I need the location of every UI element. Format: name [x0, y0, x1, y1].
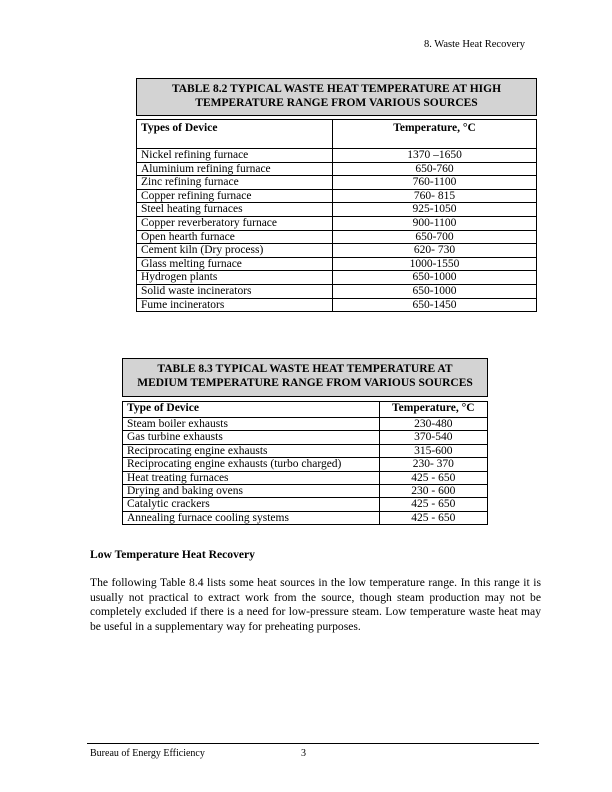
table-8-2-caption: TABLE 8.2 TYPICAL WASTE HEAT TEMPERATURE… — [136, 78, 537, 116]
device-cell: Aluminium refining furnace — [136, 161, 333, 177]
table-row: Open hearth furnace 650-700 — [136, 229, 537, 245]
table-8-3-caption: TABLE 8.3 TYPICAL WASTE HEAT TEMPERATURE… — [122, 358, 488, 397]
device-cell: Annealing furnace cooling systems — [122, 510, 380, 526]
device-cell: Solid waste incinerators — [136, 283, 333, 299]
device-cell: Zinc refining furnace — [136, 175, 333, 190]
footer-divider — [87, 743, 539, 744]
temperature-cell: 925-1050 — [332, 202, 537, 217]
table-row: Aluminium refining furnace 650-760 — [136, 161, 537, 177]
device-cell: Steel heating furnaces — [136, 202, 333, 217]
table-8-2: TABLE 8.2 TYPICAL WASTE HEAT TEMPERATURE… — [136, 78, 537, 313]
device-cell: Reciprocating engine exhausts (turbo cha… — [122, 457, 380, 472]
temperature-cell: 1370 –1650 — [332, 148, 537, 163]
table-row: Hydrogen plants 650-1000 — [136, 270, 537, 285]
temperature-cell: 650-1450 — [332, 297, 537, 313]
table-row: Heat treating furnaces 425 - 650 — [122, 470, 489, 486]
column-header-temperature: Temperature, °C — [332, 119, 537, 149]
table-row: Reciprocating engine exhausts 315-600 — [122, 443, 489, 459]
table-header-row: Types of Device Temperature, °C — [136, 119, 537, 149]
temperature-cell: 425 - 650 — [378, 497, 489, 512]
table-row: Annealing furnace cooling systems 425 - 6… — [122, 510, 489, 526]
temperature-cell: 650-700 — [332, 229, 537, 245]
device-cell: Open hearth furnace — [136, 229, 333, 245]
device-cell: Fume incinerators — [136, 297, 333, 313]
device-cell: Cement kiln (Dry process) — [136, 243, 333, 258]
device-cell: Heat treating furnaces — [122, 470, 380, 486]
temperature-cell: 230-480 — [378, 416, 489, 432]
page-number: 3 — [301, 748, 306, 759]
table-8-3-grid: Type of Device Temperature, °C Steam boi… — [122, 401, 489, 526]
table-row: Copper reverberatory furnace 900-1100 — [136, 215, 537, 231]
device-cell: Nickel refining furnace — [136, 148, 333, 163]
table-row: Zinc refining furnace 760-1100 — [136, 175, 537, 190]
table-row: Fume incinerators 650-1450 — [136, 297, 537, 313]
temperature-cell: 230 - 600 — [378, 484, 489, 499]
body-paragraph: The following Table 8.4 lists some heat … — [90, 576, 541, 633]
table-row: Steel heating furnaces 925-1050 — [136, 202, 537, 217]
temperature-cell: 425 - 650 — [378, 470, 489, 486]
device-cell: Gas turbine exhausts — [122, 430, 380, 445]
temperature-cell: 1000-1550 — [332, 256, 537, 272]
device-cell: Reciprocating engine exhausts — [122, 443, 380, 459]
temperature-cell: 900-1100 — [332, 215, 537, 231]
table-8-3-caption-line2: MEDIUM TEMPERATURE RANGE FROM VARIOUS SO… — [137, 376, 473, 389]
device-cell: Copper refining furnace — [136, 188, 333, 204]
temperature-cell: 315-600 — [378, 443, 489, 459]
temperature-cell: 230- 370 — [378, 457, 489, 472]
table-8-2-grid: Types of Device Temperature, °C Nickel r… — [136, 119, 537, 313]
table-row: Glass melting furnace 1000-1550 — [136, 256, 537, 272]
table-row: Steam boiler exhausts 230-480 — [122, 416, 489, 432]
table-row: Solid waste incinerators 650-1000 — [136, 283, 537, 299]
temperature-cell: 650-1000 — [332, 270, 537, 285]
device-cell: Steam boiler exhausts — [122, 416, 380, 432]
column-header-temperature: Temperature, °C — [378, 401, 489, 418]
device-cell: Catalytic crackers — [122, 497, 380, 512]
table-8-2-caption-line2: TEMPERATURE RANGE FROM VARIOUS SOURCES — [195, 96, 478, 109]
table-row: Gas turbine exhausts 370-540 — [122, 430, 489, 445]
temperature-cell: 620- 730 — [332, 243, 537, 258]
device-cell: Hydrogen plants — [136, 270, 333, 285]
device-cell: Drying and baking ovens — [122, 484, 380, 499]
table-8-3: TABLE 8.3 TYPICAL WASTE HEAT TEMPERATURE… — [122, 358, 489, 526]
column-header-device: Types of Device — [136, 119, 333, 149]
temperature-cell: 425 - 650 — [378, 510, 489, 526]
table-row: Nickel refining furnace 1370 –1650 — [136, 148, 537, 163]
temperature-cell: 370-540 — [378, 430, 489, 445]
table-row: Drying and baking ovens 230 - 600 — [122, 484, 489, 499]
table-header-row: Type of Device Temperature, °C — [122, 401, 489, 418]
table-row: Catalytic crackers 425 - 650 — [122, 497, 489, 512]
temperature-cell: 650-760 — [332, 161, 537, 177]
temperature-cell: 760-1100 — [332, 175, 537, 190]
section-heading-low-temperature: Low Temperature Heat Recovery — [90, 548, 255, 561]
device-cell: Copper reverberatory furnace — [136, 215, 333, 231]
device-cell: Glass melting furnace — [136, 256, 333, 272]
table-8-3-caption-line1: TABLE 8.3 TYPICAL WASTE HEAT TEMPERATURE… — [157, 363, 453, 375]
temperature-cell: 760- 815 — [332, 188, 537, 204]
table-8-2-caption-line1: TABLE 8.2 TYPICAL WASTE HEAT TEMPERATURE… — [171, 83, 502, 95]
running-header-chapter: 8. Waste Heat Recovery — [423, 39, 525, 50]
temperature-cell: 650-1000 — [332, 283, 537, 299]
table-row: Reciprocating engine exhausts (turbo cha… — [122, 457, 489, 472]
column-header-device: Type of Device — [122, 401, 380, 418]
footer-organization: Bureau of Energy Efficiency — [90, 748, 205, 759]
table-row: Copper refining furnace 760- 815 — [136, 188, 537, 204]
table-row: Cement kiln (Dry process) 620- 730 — [136, 243, 537, 258]
